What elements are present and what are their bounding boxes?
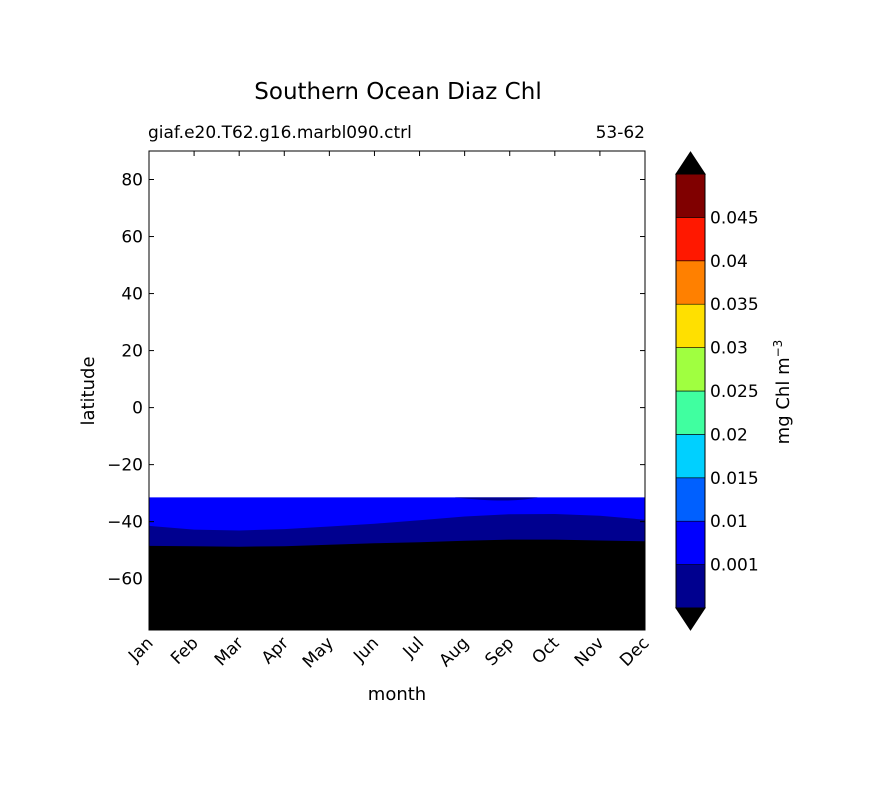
colorbar-swatch (675, 434, 706, 479)
colorbar-swatch (675, 217, 706, 262)
colorbar-tick-label: 0.025 (710, 382, 759, 402)
x-axis-label: month (368, 684, 426, 705)
colorbar-tick-label: 0.01 (710, 512, 748, 532)
colorbar-swatch (675, 564, 706, 609)
colorbar-tick-label: 0.015 (710, 469, 759, 489)
y-tick-labels: 80 60 40 20 0 −20 −40 −60 (107, 171, 143, 590)
x-tick-label: Sep (481, 633, 518, 670)
x-tick-label: Aug (436, 633, 474, 671)
colorbar-tick-label: 0.001 (710, 556, 759, 576)
colorbar-frame (675, 173, 706, 609)
x-tick-label: Dec (616, 633, 653, 670)
colorbar-tick-label: 0.045 (710, 208, 759, 228)
colorbar-extend-bottom (675, 607, 706, 631)
chart-title: Southern Ocean Diaz Chl (254, 79, 541, 105)
colorbar-tick-label: 0.04 (710, 252, 748, 272)
plot-frame (148, 150, 646, 631)
colorbar-tick-label: 0.035 (710, 295, 759, 315)
colorbar-swatch (675, 390, 706, 435)
plot-area (148, 150, 646, 631)
x-tick-label: May (299, 633, 338, 672)
y-tick-label: 40 (121, 285, 143, 305)
x-tick-label: Feb (167, 633, 202, 668)
y-tick-label: 20 (121, 342, 143, 362)
y-tick-label: −20 (107, 456, 143, 476)
colorbar-swatch (675, 173, 706, 218)
y-tick-label: 60 (121, 228, 143, 248)
x-tick-label: Apr (258, 633, 293, 668)
x-tick-label: Nov (571, 633, 609, 671)
y-tick-label: 80 (121, 171, 143, 191)
colorbar-tick-label: 0.03 (710, 339, 748, 359)
x-tick-labels: Jan Feb Mar Apr May Jun Jul Aug Sep Oct Nov Dec (124, 633, 653, 672)
x-tick-label: Jan (124, 633, 157, 666)
x-tick-label: Oct (528, 633, 563, 668)
y-tick-label: −40 (107, 513, 143, 533)
colorbar-label-exponent: −3 (771, 340, 785, 358)
contour-patch (454, 497, 538, 501)
y-tick-label: −60 (107, 570, 143, 590)
colorbar-label-text: mg Chl m (773, 357, 794, 444)
colorbar-swatch (675, 303, 706, 348)
y-axis-label: latitude (78, 356, 99, 425)
chart-subtitle-left: giaf.e20.T62.g16.marbl090.ctrl (148, 123, 412, 143)
colorbar-swatch (675, 260, 706, 305)
x-tick-label: Jul (399, 633, 428, 662)
chart-subtitle-right: 53-62 (596, 123, 645, 143)
colorbar-label: mg Chl m−3 (771, 340, 794, 445)
colorbar-swatch (675, 477, 706, 522)
colorbar-ticks: 0.001 0.01 0.015 0.02 0.025 0.03 0.035 0.04 0.04… (710, 208, 759, 575)
x-tick-label: Mar (211, 633, 248, 670)
contour-bands (149, 497, 645, 630)
colorbar-swatches (675, 151, 706, 631)
colorbar-swatch (675, 347, 706, 392)
x-tick-label: Jun (349, 633, 383, 667)
colorbar-tick-label: 0.02 (710, 425, 748, 445)
colorbar-swatch (675, 520, 706, 565)
colorbar-extend-top (675, 151, 706, 175)
colorbar: 0.001 0.01 0.015 0.02 0.025 0.03 0.035 0.04 0.04… (675, 151, 794, 631)
contour-band-0 (149, 539, 645, 630)
y-tick-label: 0 (132, 399, 143, 419)
